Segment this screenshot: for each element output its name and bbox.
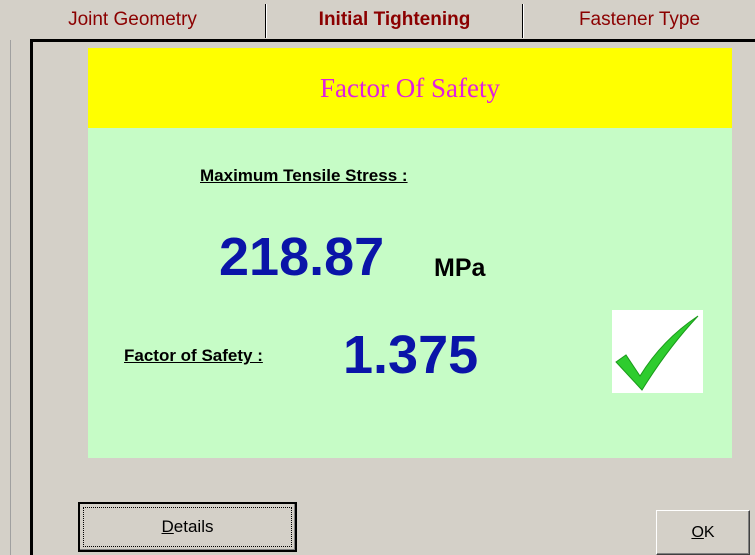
tab[interactable]: Fastener Type	[578, 9, 701, 30]
check-icon	[612, 310, 703, 393]
ok-button[interactable]: OK	[656, 510, 750, 555]
tab[interactable]: Joint Geometry	[68, 9, 197, 30]
details-button[interactable]: Details	[78, 502, 297, 552]
stress-label: Maximum Tensile Stress :	[200, 166, 408, 185]
safety-label: Factor of Safety :	[124, 346, 263, 365]
tab-active[interactable]: Initial Tightening	[318, 9, 471, 30]
panel-title: Factor Of Safety	[320, 73, 500, 103]
panel-body	[88, 128, 732, 458]
safety-value: 1.375	[343, 325, 479, 385]
frame-border	[30, 39, 755, 42]
panel-header	[88, 48, 732, 128]
tab-separator	[522, 4, 524, 38]
stress-unit: MPa	[434, 254, 486, 282]
stress-value: 218.87	[219, 227, 385, 287]
tab-separator	[265, 4, 267, 38]
frame-line	[10, 40, 11, 555]
frame-border	[30, 40, 33, 555]
